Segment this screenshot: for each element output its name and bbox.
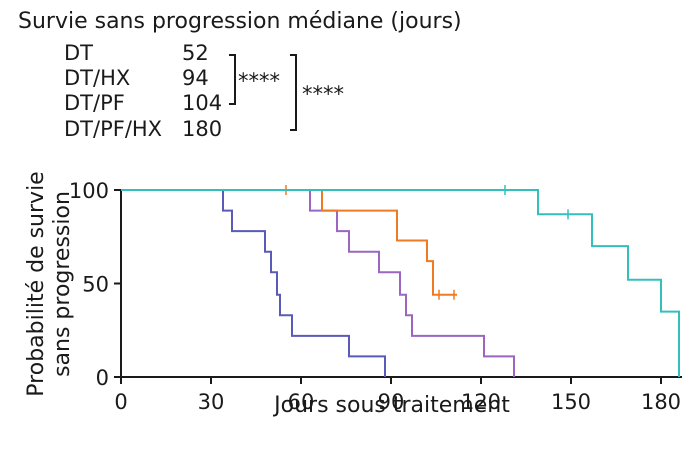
series-dt-hx: [121, 189, 515, 377]
y-axis-label-line-2: sans progression: [50, 191, 75, 377]
legend-median-dt-pf: 104: [182, 91, 222, 115]
legend-label-dt-pf: DT/PF: [64, 91, 125, 115]
legend-median-dt-hx: 94: [182, 66, 209, 90]
y-tick-label-0: 0: [96, 366, 109, 390]
significance-label-inner: ****: [238, 69, 280, 93]
y-tick-label-50: 50: [82, 273, 109, 297]
x-tick-label-90: 90: [378, 390, 405, 414]
axes: [120, 190, 682, 378]
legend-label-dt: DT: [64, 41, 93, 65]
significance-bracket-inner: [229, 54, 236, 105]
series-layer: [121, 185, 680, 377]
series-line-dt-pf: [121, 189, 457, 296]
legend-median-dt-pf-hx: 180: [182, 117, 222, 141]
x-tick-label-120: 120: [461, 390, 501, 414]
x-tick-label-180: 180: [641, 390, 681, 414]
x-tick-label-60: 60: [288, 390, 315, 414]
legend-header: Survie sans progression médiane (jours): [18, 9, 462, 34]
series-dt: [121, 189, 386, 377]
significance-bracket-outer: [290, 54, 297, 131]
legend-label-dt-pf-hx: DT/PF/HX: [64, 117, 162, 141]
legend-median-dt: 52: [182, 41, 209, 65]
legend: DT 52 DT/HX 94 DT/PF 104 DT/PF/HX 180: [64, 41, 222, 141]
x-tick-label-150: 150: [551, 390, 591, 414]
x-tick-label-30: 30: [198, 390, 225, 414]
y-ticks: 0 50 100: [69, 179, 121, 390]
significance-label-outer: ****: [302, 82, 344, 106]
x-tick-label-0: 0: [114, 390, 127, 414]
series-dt-pf: [121, 185, 457, 300]
significance-brackets: [229, 54, 297, 131]
series-line-dt-pf-hx: [121, 189, 680, 377]
series-line-dt-hx: [121, 189, 515, 377]
y-axis-label: Probabilité de survie sans progression: [24, 171, 75, 396]
series-dt-pf-hx: [121, 185, 680, 377]
y-tick-label-100: 100: [69, 179, 109, 203]
x-axis-label: Jours sous traitement: [272, 393, 510, 418]
y-axis-label-line-1: Probabilité de survie: [24, 171, 49, 396]
legend-label-dt-hx: DT/HX: [64, 66, 130, 90]
series-line-dt: [121, 189, 386, 377]
x-ticks: 0 30 60 90 120 150 180: [114, 377, 681, 414]
